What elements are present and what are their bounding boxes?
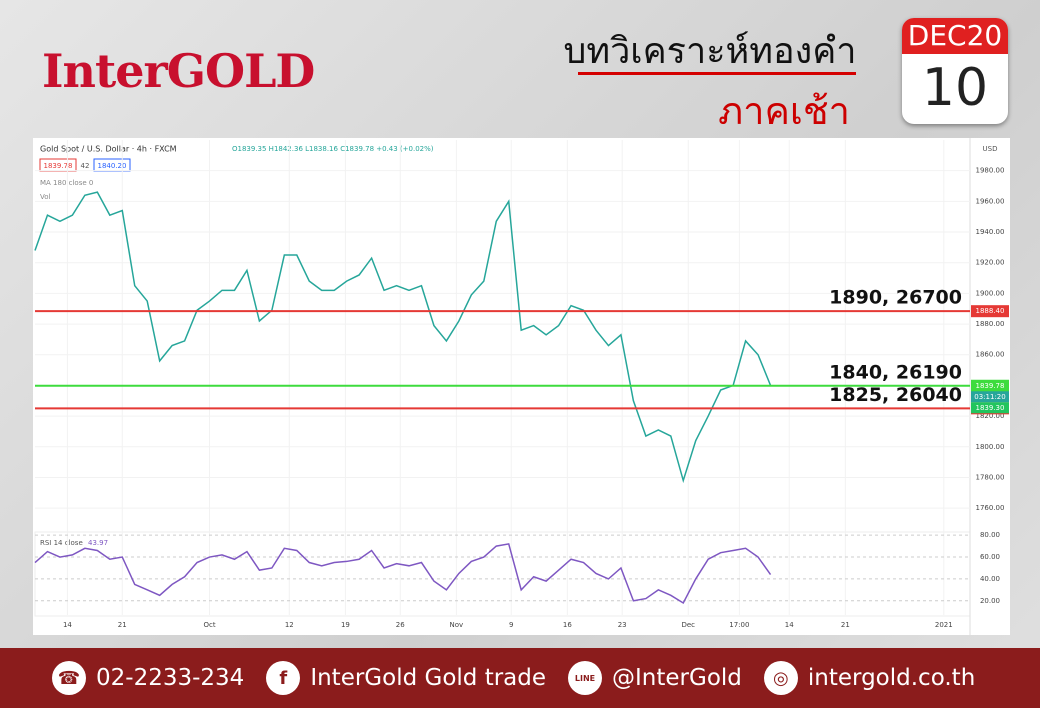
x-tick-label: 21	[841, 621, 850, 629]
price-tag	[971, 379, 1009, 392]
rsi-tick-label: 20.00	[980, 597, 1000, 605]
title-rule	[578, 72, 856, 75]
x-tick-label: 16	[563, 621, 572, 629]
phone-icon: ☎	[52, 661, 86, 695]
ohlc: O1839.35 H1842.36 L1838.16 C1839.78 +0.4…	[232, 145, 434, 153]
currency: USD	[983, 145, 998, 153]
phone: 02-2233-234	[96, 665, 245, 691]
line: @InterGold	[612, 665, 742, 691]
x-tick-label: 19	[341, 621, 350, 629]
ma-label: MA 180 close 0	[40, 179, 93, 187]
rsi-line	[34, 543, 772, 605]
website: intergold.co.th	[807, 665, 976, 691]
bid: 1839.78	[44, 162, 73, 170]
price-tag-label: 1888.40	[976, 307, 1005, 315]
symbol: Gold Spot / U.S. Dollar · 4h · FXCM	[40, 145, 177, 154]
price-tag	[971, 391, 1009, 403]
y-tick-label: 1920.00	[976, 259, 1005, 267]
y-tick-label: 1860.00	[976, 351, 1005, 359]
date-box: DEC20 10	[902, 18, 1008, 124]
y-tick-label: 1880.00	[976, 320, 1005, 328]
x-tick-label: Dec	[681, 621, 695, 629]
price-tag-label: 03:11:20	[974, 393, 1005, 401]
facebook-item: f InterGold Gold trade	[266, 661, 546, 695]
footer: ☎ 02-2233-234 f InterGold Gold trade LINE @…	[0, 648, 1040, 708]
y-tick-label: 1980.00	[976, 167, 1005, 175]
y-tick-label: 1940.00	[976, 228, 1005, 236]
logo: InterGOLD	[42, 44, 315, 98]
facebook-icon: f	[266, 661, 301, 695]
level-label: 1825, 26040	[829, 384, 962, 406]
y-tick-label: 1960.00	[976, 197, 1005, 205]
y-tick-label: 1820.00	[976, 412, 1005, 420]
x-tick-label: 23	[618, 621, 627, 629]
phone-item: ☎ 02-2233-234	[52, 661, 244, 695]
spread: 42	[81, 162, 90, 170]
level-label: 1890, 26700	[829, 287, 962, 309]
x-tick-label: 14	[63, 621, 72, 629]
rsi-tick-label: 60.00	[980, 553, 1000, 561]
facebook: InterGold Gold trade	[310, 665, 547, 691]
rsi-tick-label: 40.00	[980, 575, 1000, 583]
web-icon: ◎	[763, 661, 798, 695]
y-tick-label: 1800.00	[976, 443, 1005, 451]
chart: Gold Spot / U.S. Dollar · 4h · FXCM O183…	[33, 138, 1010, 635]
date-month: DEC20	[902, 18, 1008, 54]
x-tick-label: 2021	[935, 621, 953, 629]
rsi-tick-label: 80.00	[980, 531, 1000, 539]
line-icon: LINE	[568, 661, 603, 695]
x-tick-label: Oct	[203, 621, 215, 629]
y-tick-label: 1780.00	[976, 473, 1005, 481]
ask: 1840.20	[98, 162, 127, 170]
y-tick-label: 1900.00	[976, 289, 1005, 297]
price-tag-label: 1839.30	[976, 404, 1005, 412]
rsi-last: 43.97	[88, 539, 108, 547]
x-tick-label: 12	[285, 621, 294, 629]
y-tick-label: 1760.00	[976, 504, 1005, 512]
price-line	[34, 191, 772, 484]
date-day: 10	[921, 58, 989, 118]
price-tag-label: 1839.78	[976, 382, 1005, 390]
subtitle: ภาคเช้า	[718, 89, 850, 133]
price-tag	[971, 402, 1009, 414]
price-tag	[971, 305, 1009, 318]
x-tick-label: Nov	[450, 621, 464, 629]
level-label: 1840, 26190	[829, 361, 962, 383]
x-tick-label: 26	[396, 621, 405, 629]
web-item: ◎ intergold.co.th	[763, 661, 976, 695]
x-tick-label: 14	[785, 621, 794, 629]
x-tick-label: 21	[118, 621, 127, 629]
rsi-label: RSI 14 close	[40, 539, 83, 547]
x-tick-label: 9	[509, 621, 513, 629]
x-tick-label: 17:00	[729, 621, 749, 629]
vol-label: Vol	[40, 193, 51, 201]
line-item: LINE @InterGold	[568, 661, 742, 695]
title: บทวิเคราะห์ทองคำ	[563, 31, 857, 72]
